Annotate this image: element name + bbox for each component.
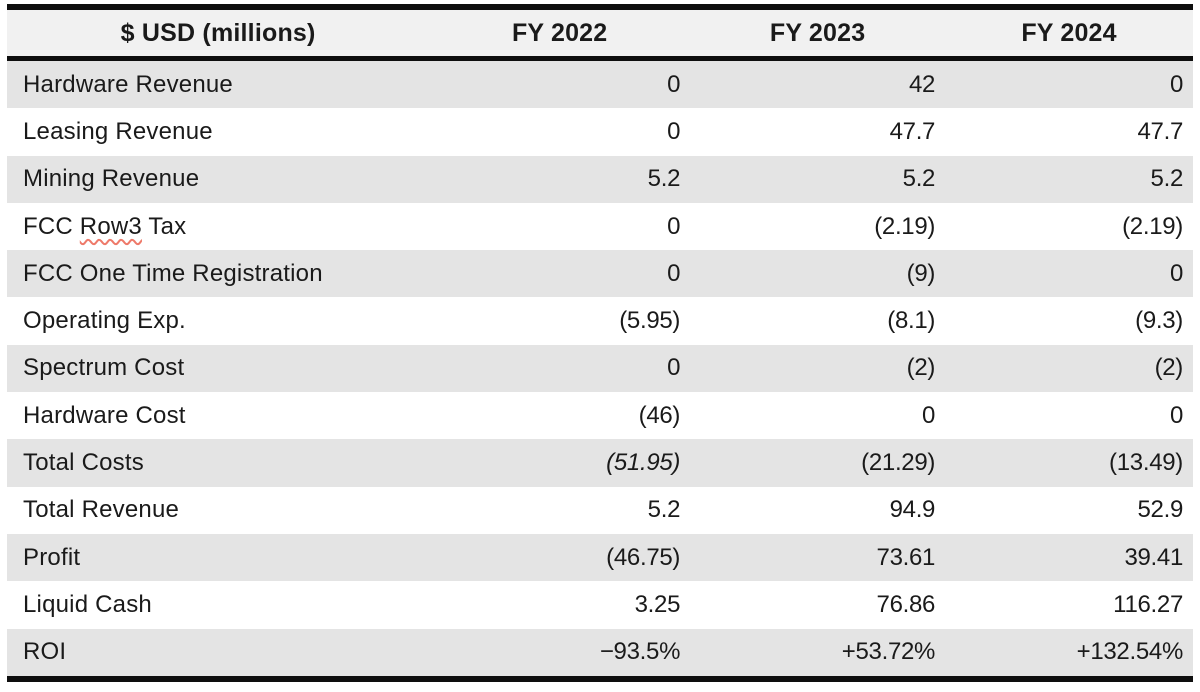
- row-label: Profit: [23, 543, 81, 571]
- cell-value: (9): [906, 259, 936, 287]
- header-cell-fy2023: FY 2023: [690, 7, 946, 61]
- table-header: $ USD (millions) FY 2022 FY 2023 FY 2024: [7, 7, 1193, 61]
- financial-table: $ USD (millions) FY 2022 FY 2023 FY 2024…: [7, 4, 1193, 682]
- header-cell-fy2022: FY 2022: [429, 7, 691, 61]
- table-body: Hardware Revenue 0 42 0 Leasing Revenue 0 47.7…: [7, 58, 1193, 679]
- table-row: Spectrum Cost 0 (2) (2): [7, 344, 1193, 393]
- row-label: Leasing Revenue: [23, 117, 213, 145]
- row-label: Hardware Revenue: [23, 70, 233, 98]
- cell-value: 5.2: [647, 496, 681, 524]
- cell-value: (5.95): [619, 307, 681, 335]
- table-row: FCC One Time Registration 0 (9) 0: [7, 250, 1193, 298]
- cell-value: (9.3): [1135, 307, 1183, 335]
- table-row: ROI −93.5% +53.72% +132.54%: [7, 628, 1193, 679]
- cell-value: 47.7: [889, 117, 936, 145]
- cell-value: (2.19): [1122, 212, 1183, 240]
- cell-value: 76.86: [876, 590, 936, 618]
- cell-value: 0: [922, 401, 936, 429]
- cell-value: 0: [667, 354, 681, 382]
- cell-value: 47.7: [1137, 117, 1183, 145]
- cell-value: 0: [1169, 70, 1183, 98]
- cell-value: (2): [1154, 354, 1184, 382]
- cell-value: 3.25: [634, 590, 681, 618]
- row-label: FCC Row3 Tax: [23, 212, 187, 240]
- table-row: Hardware Revenue 0 42 0: [7, 58, 1193, 109]
- cell-value: (13.49): [1109, 449, 1183, 477]
- cell-value: 5.2: [902, 165, 936, 193]
- cell-value: 94.9: [889, 496, 936, 524]
- cell-value: +132.54%: [1076, 638, 1184, 666]
- cell-value: (46.75): [606, 543, 681, 571]
- cell-value: (2.19): [874, 212, 936, 240]
- table-row: Profit (46.75) 73.61 39.41: [7, 533, 1193, 582]
- misspelled-word: Row3: [79, 212, 142, 240]
- cell-value: 0: [1169, 401, 1183, 429]
- table-row: Total Costs (51.95) (21.29) (13.49): [7, 439, 1193, 487]
- cell-value: (51.95): [606, 449, 681, 477]
- row-label: FCC One Time Registration: [23, 259, 323, 287]
- row-label: Spectrum Cost: [23, 354, 185, 382]
- table-row: Hardware Cost (46) 0 0: [7, 392, 1193, 439]
- table-row: Total Revenue 5.2 94.9 52.9: [7, 487, 1193, 534]
- header-row: $ USD (millions) FY 2022 FY 2023 FY 2024: [7, 7, 1193, 61]
- header-cell-unit: $ USD (millions): [7, 7, 430, 61]
- row-label: Total Revenue: [23, 496, 180, 524]
- cell-value: 5.2: [647, 165, 681, 193]
- table-row: Liquid Cash 3.25 76.86 116.27: [7, 581, 1193, 628]
- cell-value: (46): [638, 401, 681, 429]
- cell-value: 73.61: [876, 543, 936, 571]
- cell-value: (2): [906, 354, 936, 382]
- row-label: Hardware Cost: [23, 401, 186, 429]
- cell-value: 0: [667, 212, 681, 240]
- cell-value: 42: [909, 70, 936, 98]
- cell-value: 0: [667, 259, 681, 287]
- cell-value: +53.72%: [841, 638, 936, 666]
- cell-value: 52.9: [1137, 496, 1183, 524]
- header-cell-fy2024: FY 2024: [945, 7, 1193, 61]
- row-label: Total Costs: [23, 449, 144, 477]
- row-label: ROI: [23, 638, 67, 666]
- cell-value: (21.29): [861, 449, 936, 477]
- table-row: Mining Revenue 5.2 5.2 5.2: [7, 155, 1193, 203]
- row-label: Operating Exp.: [23, 307, 186, 335]
- row-label: Liquid Cash: [23, 590, 152, 618]
- row-label: Mining Revenue: [23, 165, 200, 193]
- table-row: Operating Exp. (5.95) (8.1) (9.3): [7, 297, 1193, 344]
- cell-value: 116.27: [1113, 590, 1183, 618]
- cell-value: 39.41: [1124, 543, 1183, 571]
- cell-value: 0: [1169, 259, 1183, 287]
- table-row: FCC Row3 Tax 0 (2.19) (2.19): [7, 203, 1193, 250]
- cell-value: 5.2: [1150, 165, 1184, 193]
- cell-value: 0: [667, 70, 681, 98]
- table-row: Leasing Revenue 0 47.7 47.7: [7, 108, 1193, 155]
- cell-value: 0: [667, 117, 681, 145]
- cell-value: (8.1): [887, 307, 936, 335]
- cell-value: −93.5%: [599, 638, 681, 666]
